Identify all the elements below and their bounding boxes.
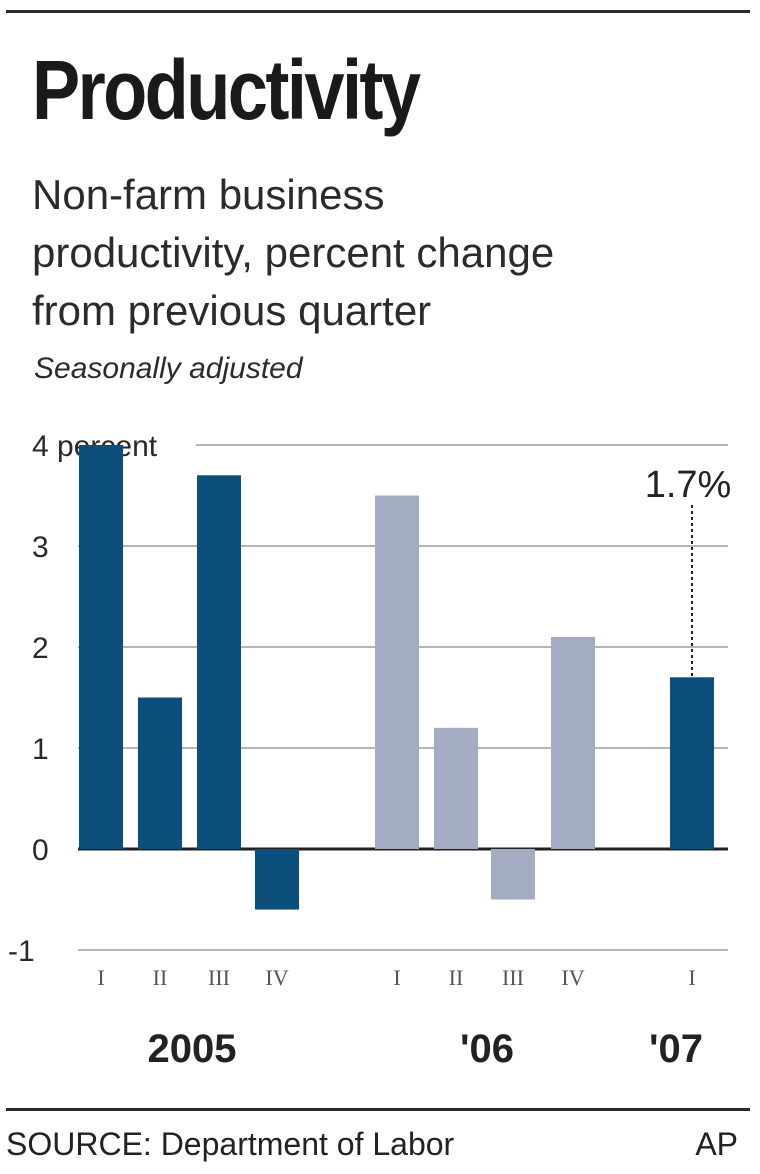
subtitle-line-3: from previous quarter	[32, 287, 432, 334]
bar	[79, 445, 123, 849]
x-tick-label: IV	[561, 965, 584, 990]
x-tick-label: III	[208, 965, 230, 990]
seasonal-note: Seasonally adjusted	[34, 352, 303, 385]
group-label: '07	[649, 1027, 703, 1071]
y-tick-label: -1	[8, 935, 35, 968]
x-tick-label: II	[449, 965, 464, 990]
source-credit: SOURCE: Department of Labor	[6, 1126, 455, 1162]
chart-title: Productivity	[32, 43, 421, 137]
subtitle-line-2: productivity, percent change	[32, 229, 555, 276]
x-tick-label: I	[97, 965, 104, 990]
bar	[551, 636, 595, 849]
x-tick-label: II	[153, 965, 168, 990]
group-label: '06	[460, 1027, 514, 1071]
bar-chart: 4 percent3210-1IIIIIIIV2005IIIIIIIV'06I'…	[8, 430, 732, 1071]
chart-subtitle: Non-farm business productivity, percent …	[32, 166, 732, 340]
agency-credit: AP	[695, 1126, 738, 1162]
x-tick-label: I	[393, 965, 400, 990]
bar	[138, 697, 182, 849]
bar	[491, 849, 535, 900]
bar	[670, 677, 714, 849]
annotation-label: 1.7%	[645, 464, 732, 506]
x-tick-label: III	[502, 965, 524, 990]
y-tick-label: 1	[32, 733, 49, 766]
y-tick-label: 0	[32, 834, 49, 867]
x-tick-label: IV	[265, 965, 288, 990]
bar	[197, 475, 241, 849]
bar	[255, 849, 299, 910]
top-rule	[6, 10, 750, 13]
y-tick-label: 3	[32, 531, 49, 564]
y-tick-label: 2	[32, 632, 49, 665]
x-tick-label: I	[688, 965, 695, 990]
bottom-rule	[6, 1108, 750, 1111]
subtitle-line-1: Non-farm business	[32, 171, 385, 218]
group-label: 2005	[148, 1027, 237, 1071]
bar	[434, 727, 478, 849]
bar	[375, 495, 419, 849]
